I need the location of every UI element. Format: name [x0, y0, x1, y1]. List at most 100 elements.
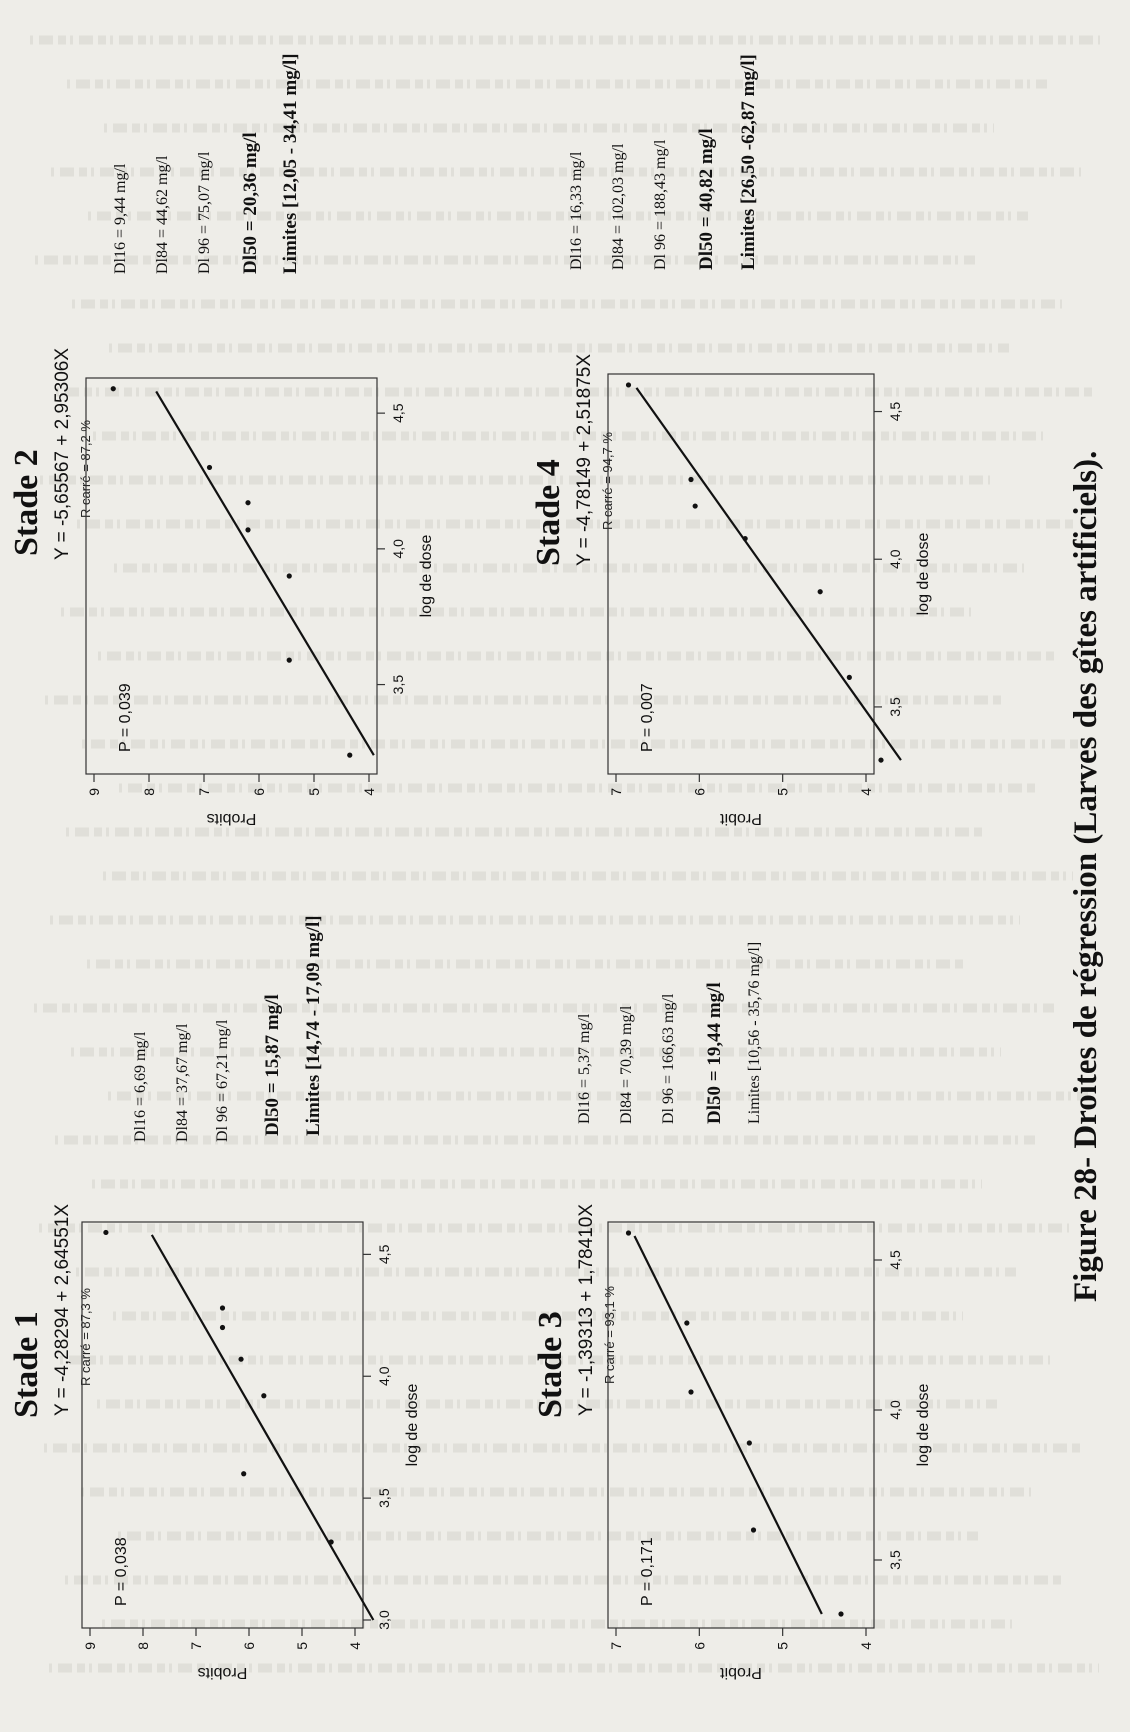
stat-line: Dl 96 = 67,21 mg/l	[214, 1019, 231, 1142]
y-tick-label: 9	[86, 788, 102, 796]
data-point	[846, 674, 852, 680]
panel-stade-4: Stade 4 Y = -4,78149 + 2,51875X R carré …	[520, 0, 950, 866]
x-tick-label: 3,5	[376, 1488, 392, 1508]
p-value: P = 0,039	[117, 683, 134, 752]
data-point	[838, 1611, 844, 1617]
y-tick-label: 5	[294, 1642, 310, 1650]
panel-stade-3: Stade 3 Y = -1,39313 + 1,78410X R carré …	[520, 866, 950, 1732]
y-tick-label: 8	[135, 1642, 151, 1650]
y-tick-label: 5	[306, 788, 322, 796]
x-tick-label: 4,0	[390, 539, 406, 559]
stat-line: Dl50 = 40,82 mg/l	[696, 128, 717, 270]
y-tick-label: 7	[188, 1642, 204, 1650]
x-tick-label: 4,5	[887, 1250, 903, 1270]
y-tick-label: 6	[691, 1642, 707, 1650]
data-point	[347, 752, 353, 758]
data-point	[750, 1527, 757, 1533]
stat-line: Limites [26,50 -62,87 mg/l]	[738, 54, 759, 270]
y-tick-label: 6	[691, 788, 707, 796]
data-point	[219, 1305, 226, 1311]
data-point	[746, 1440, 752, 1446]
stat-line: Dl50 = 19,44 mg/l	[704, 982, 725, 1124]
scatter-plot: 4 5 6 7 3,5 4,0 4,5 log de dose Probit P = 0,171	[607, 1221, 932, 1681]
y-axis-label: Probit	[720, 1664, 762, 1681]
y-tick-label: 4	[347, 1642, 363, 1650]
data-point	[261, 1393, 267, 1399]
stat-line: Limites [14,74 - 17,09 mg/l]	[303, 915, 324, 1136]
y-axis-label: Probits	[207, 810, 257, 827]
y-tick-label: 7	[608, 788, 624, 796]
data-point	[684, 1320, 690, 1326]
stat-line: Dl84 = 70,39 mg/l	[618, 1005, 635, 1124]
stat-line: Dl 96 = 75,07 mg/l	[196, 151, 213, 274]
x-tick-label: 4,5	[376, 1244, 392, 1264]
data-point	[286, 573, 292, 579]
data-point	[110, 386, 116, 392]
y-tick-label: 4	[858, 788, 874, 796]
stat-line: Dl16 = 16,33 mg/l	[568, 151, 585, 270]
y-tick-label: 7	[608, 1642, 624, 1650]
stat-line: Dl84 = 37,67 mg/l	[174, 1023, 191, 1142]
x-tick-label: 4,5	[887, 402, 903, 422]
stat-line: Dl84 = 44,62 mg/l	[154, 155, 171, 274]
y-tick-label: 6	[241, 1642, 257, 1650]
data-point	[286, 657, 292, 663]
scatter-plot: 4 5 6 7 8 9 3,0 3,5 4,0 4,5 log de dose Probits P = …	[81, 1221, 421, 1681]
data-point	[742, 535, 748, 542]
scatter-plot: 4 5 6 7 8 9 3,5 4,0 4,5 log de dose Probits P = 0,0…	[85, 377, 435, 827]
data-point	[245, 527, 251, 533]
data-point	[688, 476, 694, 483]
data-point	[206, 464, 213, 471]
regression-line	[635, 387, 902, 761]
y-tick-label: 5	[775, 788, 791, 796]
data-point	[103, 1229, 109, 1236]
x-axis-label: log de dose	[915, 1384, 932, 1467]
plot-frame	[607, 1221, 875, 1629]
stat-line: Dl50 = 20,36 mg/l	[240, 132, 261, 274]
x-tick-label: 3,5	[390, 675, 406, 695]
data-point	[241, 1471, 247, 1477]
panel-stade-2: Stade 2 Y = -5,65567 + 2,95306X R carré …	[0, 0, 520, 866]
x-tick-label: 4,0	[887, 549, 903, 569]
x-tick-label: 4,0	[376, 1366, 392, 1386]
figure-caption: Figure 28- Droites de régression (Larves…	[1068, 450, 1104, 1302]
y-tick-label: 4	[361, 788, 377, 796]
stat-line: Limites [10,56 - 35,76 mg/l]	[746, 941, 763, 1124]
data-point	[625, 382, 632, 388]
p-value: P = 0,171	[639, 1537, 656, 1606]
x-tick-label: 3,5	[887, 1550, 903, 1570]
y-tick-label: 4	[858, 1642, 874, 1650]
regression-line	[633, 1235, 823, 1615]
x-tick-label: 4,5	[390, 403, 406, 423]
y-axis-label: Probits	[198, 1664, 248, 1681]
data-point	[245, 500, 251, 506]
regression-line	[155, 390, 375, 756]
data-point	[878, 757, 884, 763]
stat-line: Dl50 = 15,87 mg/l	[262, 994, 283, 1136]
stat-line: Dl 96 = 166,63 mg/l	[660, 993, 677, 1124]
plot-frame	[81, 1221, 364, 1629]
stat-line: Dl16 = 5,37 mg/l	[576, 1013, 593, 1124]
regression-line	[150, 1234, 375, 1621]
x-tick-label: 3,0	[376, 1610, 392, 1630]
stat-line: Dl84 = 102,03 mg/l	[610, 143, 627, 270]
scatter-plot: 4 5 6 7 3,5 4,0 4,5 log de dose Probit P = 0,007	[607, 373, 932, 827]
y-tick-label: 9	[82, 1642, 98, 1650]
y-axis-label: Probit	[720, 810, 762, 827]
p-value: P = 0,038	[113, 1537, 130, 1606]
y-tick-label: 6	[251, 788, 267, 796]
stat-line: Dl 96 = 188,43 mg/l	[652, 139, 669, 270]
stat-line: Dl16 = 9,44 mg/l	[112, 163, 129, 274]
panel-stade-1: Stade 1 Y = -4,28294 + 2,64551X R carré …	[0, 866, 565, 1732]
x-axis-label: log de dose	[404, 1384, 421, 1467]
x-axis-label: log de dose	[915, 533, 932, 616]
data-point	[817, 589, 823, 595]
data-point	[688, 1389, 694, 1395]
x-tick-label: 3,5	[887, 697, 903, 717]
data-point	[219, 1324, 226, 1331]
stat-line: Dl16 = 6,69 mg/l	[132, 1031, 149, 1142]
y-tick-label: 8	[141, 788, 157, 796]
